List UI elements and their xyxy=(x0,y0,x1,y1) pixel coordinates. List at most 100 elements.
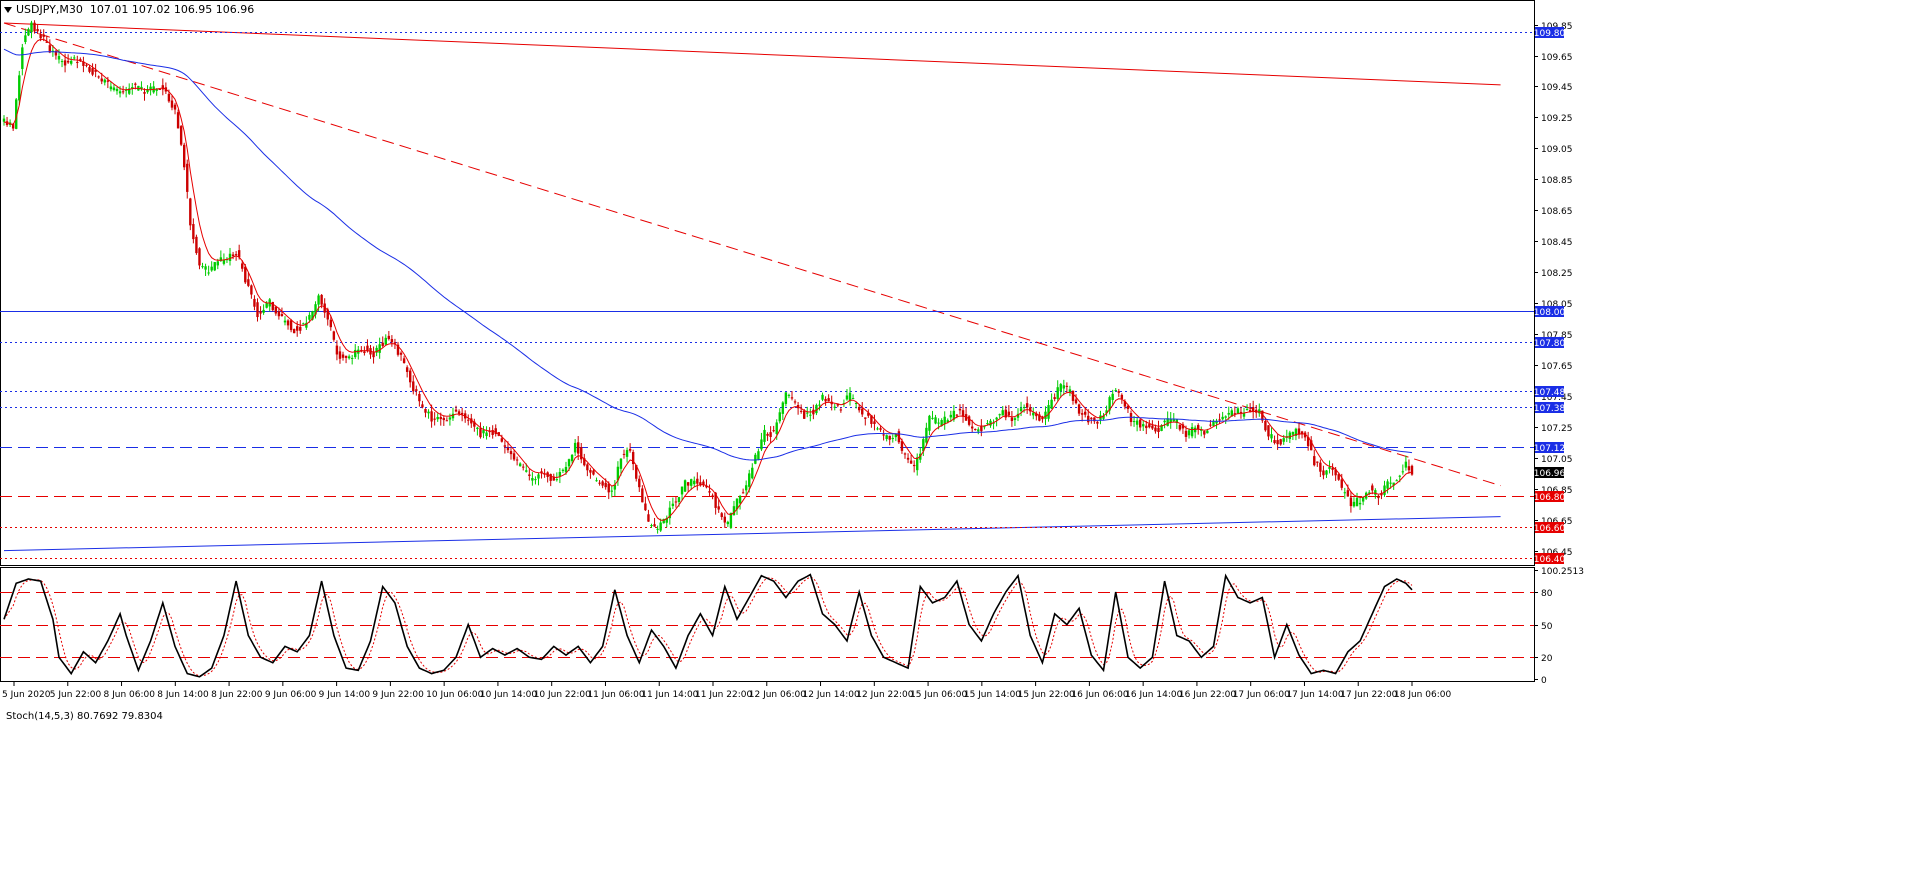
candle-body[interactable] xyxy=(424,408,427,413)
candle-body[interactable] xyxy=(744,485,748,491)
candle-body[interactable] xyxy=(1090,417,1093,419)
candle-body[interactable] xyxy=(265,303,268,308)
candle-body[interactable] xyxy=(179,126,183,145)
candle-body[interactable] xyxy=(616,466,620,481)
candle-body[interactable] xyxy=(754,454,757,464)
candle-body[interactable] xyxy=(1404,461,1408,468)
candle-body[interactable] xyxy=(1227,412,1230,415)
candle-body[interactable] xyxy=(85,64,88,66)
candle-body[interactable] xyxy=(879,428,882,430)
candle-body[interactable] xyxy=(1270,434,1273,439)
candle-body[interactable] xyxy=(100,78,103,82)
candle-body[interactable] xyxy=(311,311,314,320)
candle-body[interactable] xyxy=(128,88,131,94)
candle-body[interactable] xyxy=(30,22,33,32)
candle-body[interactable] xyxy=(433,418,436,420)
candle-body[interactable] xyxy=(1279,439,1282,445)
candle-body[interactable] xyxy=(1245,408,1249,410)
candle-body[interactable] xyxy=(485,432,488,437)
candle-body[interactable] xyxy=(1059,384,1062,392)
candle-body[interactable] xyxy=(451,413,455,419)
candle-body[interactable] xyxy=(1248,409,1252,413)
candle-body[interactable] xyxy=(528,474,531,476)
candle-body[interactable] xyxy=(723,516,726,523)
candle-body[interactable] xyxy=(338,351,342,359)
candle-body[interactable] xyxy=(705,485,708,488)
candle-body[interactable] xyxy=(922,439,925,452)
candle-body[interactable] xyxy=(234,254,238,256)
candle-body[interactable] xyxy=(720,513,723,518)
candle-body[interactable] xyxy=(439,416,442,420)
candle-body[interactable] xyxy=(1083,411,1087,415)
candle-body[interactable] xyxy=(650,525,653,527)
candle-body[interactable] xyxy=(824,398,827,402)
candle-body[interactable] xyxy=(983,426,986,428)
candle-body[interactable] xyxy=(27,29,30,36)
candle-body[interactable] xyxy=(482,430,485,434)
candle-body[interactable] xyxy=(925,427,928,443)
candle-body[interactable] xyxy=(601,481,604,486)
candle-body[interactable] xyxy=(781,402,785,414)
candle-body[interactable] xyxy=(680,486,684,495)
candle-body[interactable] xyxy=(448,417,452,420)
candle-body[interactable] xyxy=(958,408,962,411)
candle-body[interactable] xyxy=(363,351,366,354)
candle-body[interactable] xyxy=(836,403,840,406)
candle-body[interactable] xyxy=(366,345,369,352)
candle-body[interactable] xyxy=(1111,393,1114,400)
candle-body[interactable] xyxy=(42,34,45,37)
candle-body[interactable] xyxy=(821,394,824,400)
candle-body[interactable] xyxy=(1120,394,1124,399)
candle-body[interactable] xyxy=(454,409,458,412)
chart-menu-icon[interactable] xyxy=(4,7,12,13)
candle-body[interactable] xyxy=(476,427,479,429)
candle-body[interactable] xyxy=(857,406,861,411)
candle-body[interactable] xyxy=(1288,432,1292,440)
candle-body[interactable] xyxy=(1212,420,1215,426)
candle-body[interactable] xyxy=(659,522,662,531)
candle-body[interactable] xyxy=(769,432,772,438)
candle-body[interactable] xyxy=(1273,440,1276,444)
candle-body[interactable] xyxy=(399,352,403,355)
candle-body[interactable] xyxy=(995,417,998,420)
candle-body[interactable] xyxy=(503,445,507,447)
candle-body[interactable] xyxy=(106,80,110,82)
candle-body[interactable] xyxy=(1102,415,1105,419)
candle-body[interactable] xyxy=(778,412,781,422)
candle-body[interactable] xyxy=(1358,502,1362,505)
candle-body[interactable] xyxy=(332,331,336,340)
candle-body[interactable] xyxy=(94,69,97,72)
candle-body[interactable] xyxy=(732,506,736,516)
candle-body[interactable] xyxy=(500,438,504,442)
candle-body[interactable] xyxy=(1349,497,1353,507)
candle-body[interactable] xyxy=(1310,440,1313,451)
candle-body[interactable] xyxy=(467,419,470,421)
candle-body[interactable] xyxy=(931,417,934,419)
candle-body[interactable] xyxy=(387,335,391,340)
candle-body[interactable] xyxy=(442,418,446,421)
candle-body[interactable] xyxy=(396,344,400,355)
candle-body[interactable] xyxy=(531,477,534,481)
candle-body[interactable] xyxy=(1074,399,1078,404)
candle-body[interactable] xyxy=(1374,490,1377,495)
candle-body[interactable] xyxy=(1334,469,1337,476)
candle-body[interactable] xyxy=(436,417,439,420)
candle-body[interactable] xyxy=(949,414,953,418)
candle-body[interactable] xyxy=(873,421,876,424)
candle-body[interactable] xyxy=(998,414,1001,416)
candle-body[interactable] xyxy=(793,401,797,403)
candle-body[interactable] xyxy=(1025,403,1029,408)
candle-body[interactable] xyxy=(1154,427,1157,432)
candle-body[interactable] xyxy=(775,422,778,435)
candle-body[interactable] xyxy=(390,339,394,343)
candle-body[interactable] xyxy=(460,412,464,415)
candle-body[interactable] xyxy=(354,349,357,358)
candle-body[interactable] xyxy=(586,464,589,471)
candle-body[interactable] xyxy=(668,507,672,519)
candle-body[interactable] xyxy=(347,356,351,359)
candle-body[interactable] xyxy=(283,320,287,323)
candle-body[interactable] xyxy=(717,506,720,510)
candle-body[interactable] xyxy=(1148,424,1151,428)
candle-body[interactable] xyxy=(15,99,18,129)
candle-body[interactable] xyxy=(457,411,461,415)
